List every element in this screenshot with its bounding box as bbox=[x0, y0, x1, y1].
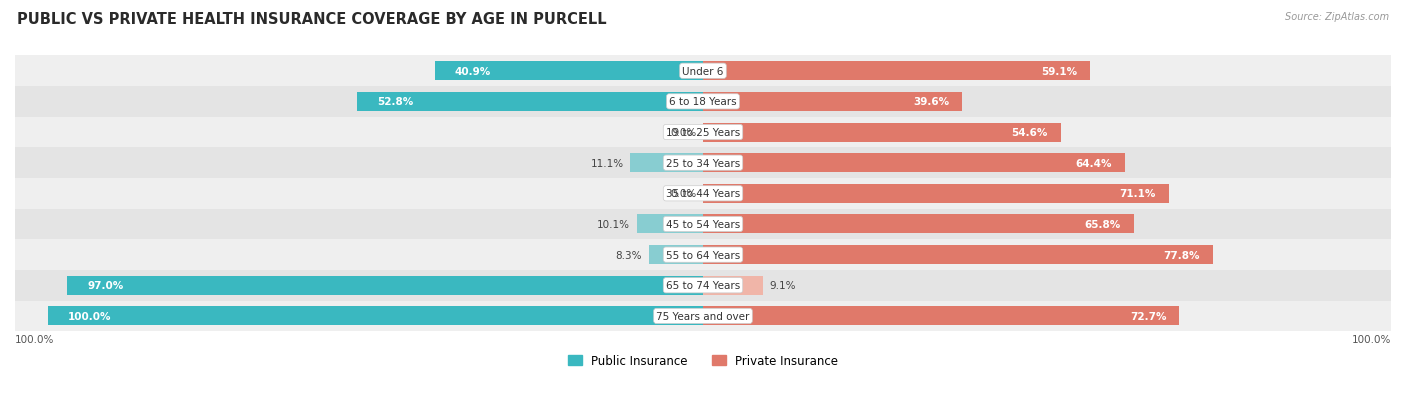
Bar bbox=[648, 245, 703, 264]
Legend: Public Insurance, Private Insurance: Public Insurance, Private Insurance bbox=[568, 354, 838, 367]
Text: PUBLIC VS PRIVATE HEALTH INSURANCE COVERAGE BY AGE IN PURCELL: PUBLIC VS PRIVATE HEALTH INSURANCE COVER… bbox=[17, 12, 606, 27]
Text: 0.0%: 0.0% bbox=[671, 189, 696, 199]
Text: 52.8%: 52.8% bbox=[377, 97, 413, 107]
Text: 59.1%: 59.1% bbox=[1040, 66, 1077, 76]
Text: 6 to 18 Years: 6 to 18 Years bbox=[669, 97, 737, 107]
Text: 55 to 64 Years: 55 to 64 Years bbox=[666, 250, 740, 260]
Bar bbox=[703, 62, 1090, 81]
Text: 0.0%: 0.0% bbox=[671, 128, 696, 138]
Bar bbox=[703, 184, 1168, 203]
FancyBboxPatch shape bbox=[15, 301, 1391, 332]
Text: Under 6: Under 6 bbox=[682, 66, 724, 76]
FancyBboxPatch shape bbox=[15, 178, 1391, 209]
Text: 65.8%: 65.8% bbox=[1085, 219, 1121, 229]
Bar bbox=[48, 307, 703, 325]
Text: 45 to 54 Years: 45 to 54 Years bbox=[666, 219, 740, 229]
Bar bbox=[703, 93, 963, 112]
Text: 11.1%: 11.1% bbox=[591, 158, 624, 168]
Bar bbox=[357, 93, 703, 112]
Text: 75 Years and over: 75 Years and over bbox=[657, 311, 749, 321]
Text: 72.7%: 72.7% bbox=[1130, 311, 1166, 321]
Text: 8.3%: 8.3% bbox=[616, 250, 643, 260]
Bar bbox=[703, 245, 1213, 264]
Text: 100.0%: 100.0% bbox=[1351, 334, 1391, 344]
Text: 39.6%: 39.6% bbox=[914, 97, 949, 107]
FancyBboxPatch shape bbox=[15, 270, 1391, 301]
FancyBboxPatch shape bbox=[15, 148, 1391, 178]
Text: 25 to 34 Years: 25 to 34 Years bbox=[666, 158, 740, 168]
Text: 54.6%: 54.6% bbox=[1011, 128, 1047, 138]
Bar bbox=[434, 62, 703, 81]
Bar bbox=[703, 123, 1060, 142]
FancyBboxPatch shape bbox=[15, 56, 1391, 87]
Text: 97.0%: 97.0% bbox=[87, 280, 124, 291]
Text: 10.1%: 10.1% bbox=[598, 219, 630, 229]
Bar bbox=[703, 154, 1125, 173]
Bar bbox=[630, 154, 703, 173]
Text: 71.1%: 71.1% bbox=[1119, 189, 1156, 199]
Text: 77.8%: 77.8% bbox=[1163, 250, 1199, 260]
Text: 100.0%: 100.0% bbox=[15, 334, 55, 344]
FancyBboxPatch shape bbox=[15, 87, 1391, 117]
Bar bbox=[703, 215, 1135, 234]
FancyBboxPatch shape bbox=[15, 117, 1391, 148]
Bar bbox=[703, 276, 762, 295]
FancyBboxPatch shape bbox=[15, 240, 1391, 270]
Text: 9.1%: 9.1% bbox=[769, 280, 796, 291]
Text: 65 to 74 Years: 65 to 74 Years bbox=[666, 280, 740, 291]
Bar bbox=[67, 276, 703, 295]
Text: Source: ZipAtlas.com: Source: ZipAtlas.com bbox=[1285, 12, 1389, 22]
Text: 40.9%: 40.9% bbox=[454, 66, 491, 76]
Text: 64.4%: 64.4% bbox=[1076, 158, 1112, 168]
Text: 100.0%: 100.0% bbox=[67, 311, 111, 321]
Bar bbox=[703, 307, 1180, 325]
Text: 35 to 44 Years: 35 to 44 Years bbox=[666, 189, 740, 199]
FancyBboxPatch shape bbox=[15, 209, 1391, 240]
Bar bbox=[637, 215, 703, 234]
Text: 19 to 25 Years: 19 to 25 Years bbox=[666, 128, 740, 138]
